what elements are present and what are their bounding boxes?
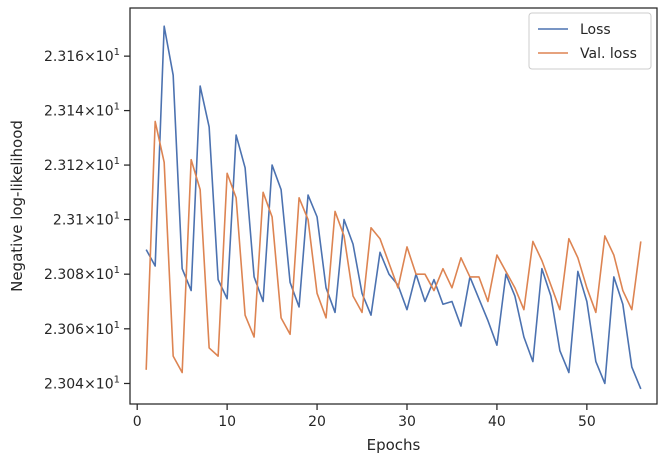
- y-tick-mantissa: 2.31: [53, 213, 84, 229]
- y-tick-mantissa: 2.316: [44, 49, 84, 65]
- y-tick-mantissa: 2.308: [44, 267, 84, 283]
- y-tick-exponent: 1: [114, 265, 120, 276]
- y-tick-label: 2.308×101: [44, 265, 120, 283]
- y-tick-label: 2.314×101: [44, 102, 120, 120]
- y-tick-label: 2.304×101: [44, 374, 120, 392]
- y-tick-mantissa: 2.312: [44, 158, 84, 174]
- x-tick-label: 40: [488, 414, 506, 430]
- legend: Loss Val. loss: [528, 12, 652, 70]
- x-axis-ticks: 0 10 20 30 40 50: [133, 404, 596, 430]
- y-tick-mantissa: 2.314: [44, 104, 84, 120]
- x-tick-label: 50: [578, 414, 596, 430]
- y-tick-exponent: 1: [114, 102, 120, 113]
- series-line-val-loss: [145, 120, 642, 374]
- y-tick-label: 2.306×101: [44, 320, 120, 338]
- x-axis-label: Epochs: [367, 436, 421, 454]
- y-tick-label: 2.312×101: [44, 156, 120, 174]
- series-lines: [145, 25, 642, 390]
- x-tick-label: 10: [218, 414, 236, 430]
- y-tick-exponent: 1: [114, 374, 120, 385]
- y-axis-label: Negative log-likelihood: [8, 120, 26, 292]
- y-tick-times: ×10: [84, 376, 114, 392]
- legend-box: [528, 12, 652, 70]
- series-line-loss: [145, 25, 642, 390]
- y-tick-mantissa: 2.304: [44, 376, 84, 392]
- x-tick-label: 30: [398, 414, 416, 430]
- legend-label-loss: Loss: [580, 22, 611, 38]
- y-tick-label: 2.316×101: [44, 47, 120, 65]
- x-tick-label: 0: [133, 414, 142, 430]
- y-tick-exponent: 1: [114, 211, 120, 222]
- y-tick-exponent: 1: [114, 156, 120, 167]
- y-tick-times: ×10: [84, 322, 114, 338]
- y-tick-times: ×10: [84, 158, 114, 174]
- y-tick-mantissa: 2.306: [44, 322, 84, 338]
- legend-label-val-loss: Val. loss: [580, 46, 637, 62]
- y-tick-times: ×10: [84, 267, 114, 283]
- y-tick-times: ×10: [84, 104, 114, 120]
- y-tick-label: 2.31×101: [53, 211, 120, 229]
- plot-area: [129, 7, 658, 405]
- y-axis-ticks: 2.304×1012.306×1012.308×1012.31×1012.312…: [44, 47, 130, 392]
- x-tick-label: 20: [308, 414, 326, 430]
- y-tick-times: ×10: [84, 49, 114, 65]
- y-tick-times: ×10: [84, 213, 114, 229]
- y-tick-exponent: 1: [114, 47, 120, 58]
- y-tick-exponent: 1: [114, 320, 120, 331]
